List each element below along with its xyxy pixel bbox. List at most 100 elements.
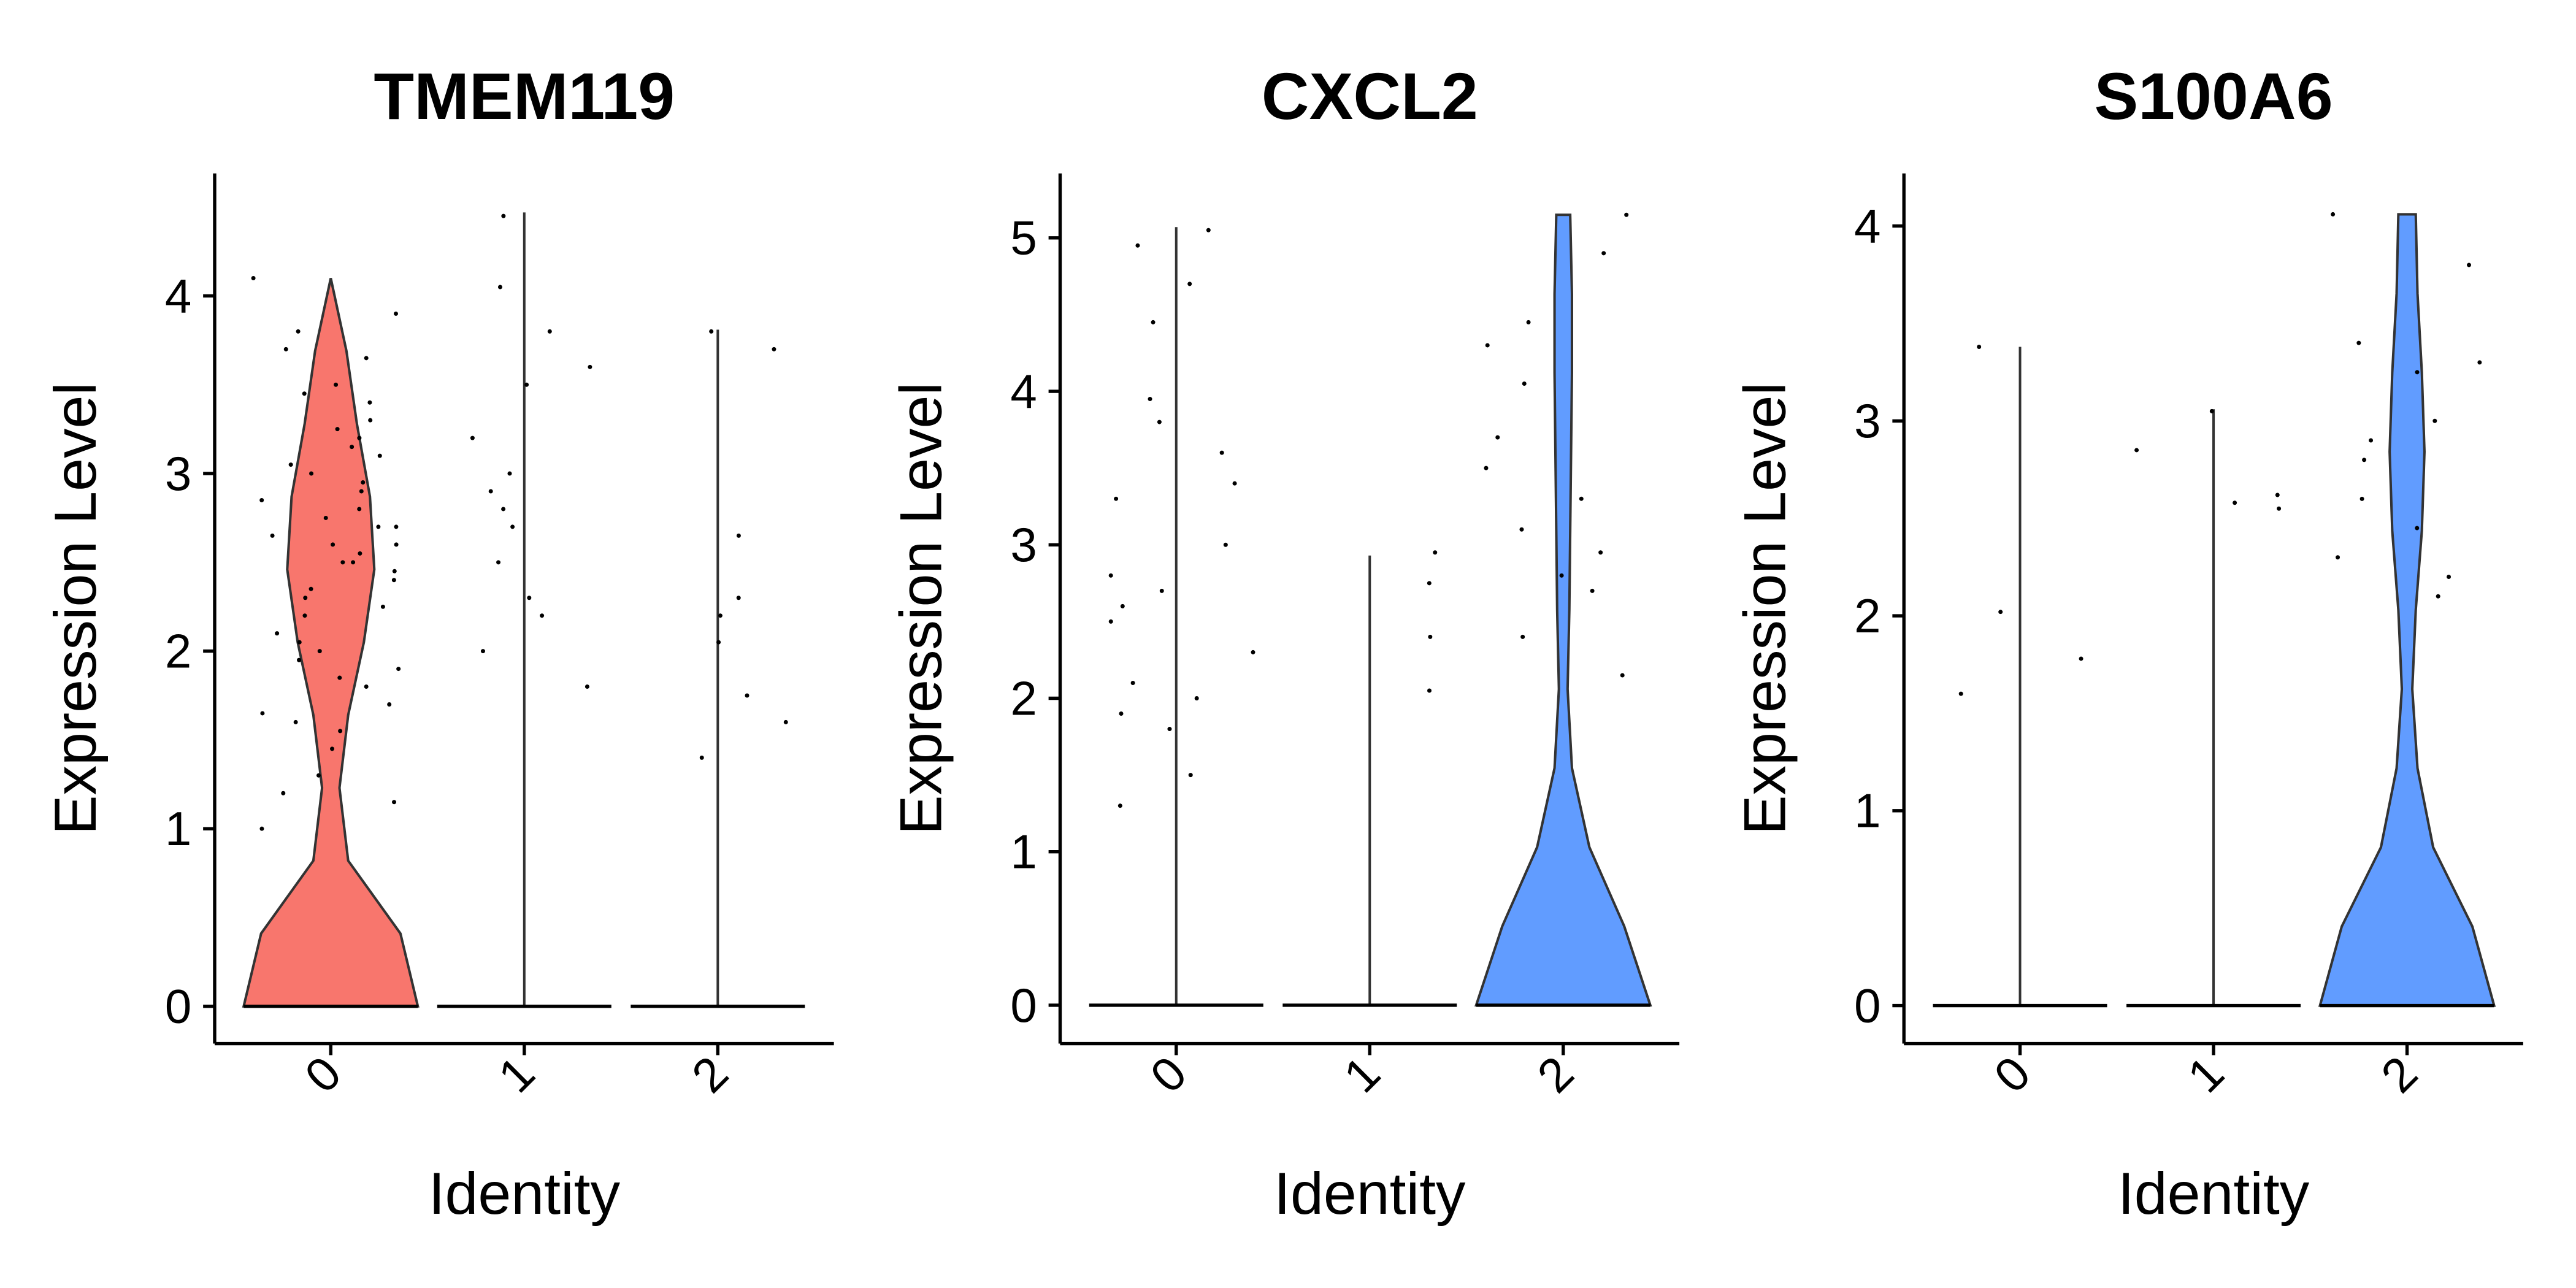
jitter-point	[2467, 263, 2472, 267]
jitter-point	[2415, 526, 2420, 531]
jitter-point	[1108, 573, 1113, 578]
jitter-point	[1219, 450, 1224, 455]
jitter-point	[2477, 360, 2482, 365]
y-tick-label: 4	[1010, 364, 1037, 418]
jitter-point	[736, 533, 741, 538]
y-tick-label: 4	[1854, 199, 1880, 253]
jitter-point	[1495, 435, 1500, 440]
jitter-point	[367, 400, 372, 405]
jitter-point	[588, 364, 592, 369]
jitter-point	[1130, 680, 1135, 685]
jitter-point	[488, 489, 493, 494]
x-tick-label: 0	[294, 1046, 351, 1103]
jitter-point	[1485, 343, 1490, 348]
jitter-point	[392, 569, 397, 573]
jitter-point	[357, 507, 362, 512]
jitter-point	[1427, 688, 1432, 693]
jitter-point	[2356, 340, 2361, 345]
jitter-point	[1484, 466, 1489, 470]
jitter-point	[709, 329, 714, 334]
jitter-point	[1590, 588, 1595, 593]
y-tick-label: 2	[165, 624, 191, 678]
x-tick-label: 2	[2371, 1046, 2428, 1103]
jitter-point	[281, 791, 286, 795]
y-tick-label: 3	[1010, 518, 1037, 572]
panel-title: S100A6	[2094, 59, 2333, 133]
y-tick-label: 2	[1010, 671, 1037, 725]
jitter-point	[323, 515, 328, 520]
jitter-point	[293, 719, 298, 724]
jitter-point	[316, 773, 321, 778]
y-tick-label: 1	[165, 802, 191, 856]
jitter-point	[1526, 320, 1531, 324]
jitter-point	[745, 693, 749, 698]
jitter-point	[1624, 212, 1629, 217]
x-tick-label: 0	[1984, 1046, 2041, 1103]
jitter-point	[1579, 496, 1584, 501]
x-tick-label: 0	[1140, 1046, 1197, 1103]
jitter-point	[1114, 496, 1119, 501]
jitter-point	[303, 596, 308, 600]
jitter-point	[1223, 542, 1228, 547]
jitter-point	[1206, 228, 1211, 232]
jitter-point	[2432, 418, 2437, 423]
jitter-point	[783, 719, 788, 724]
y-tick-label: 0	[165, 979, 191, 1033]
jitter-point	[394, 524, 399, 529]
jitter-point	[259, 497, 264, 502]
jitter-point	[340, 560, 345, 565]
violin	[242, 278, 420, 1008]
jitter-point	[335, 427, 340, 432]
y-tick-label: 1	[1854, 784, 1880, 838]
jitter-point	[736, 596, 741, 600]
jitter-point	[507, 471, 512, 476]
jitter-point	[524, 382, 529, 387]
jitter-point	[1433, 550, 1438, 555]
jitter-point	[2415, 370, 2420, 375]
x-tick-label: 2	[681, 1046, 738, 1103]
jitter-point	[470, 435, 475, 440]
jitter-point	[1108, 619, 1113, 624]
y-tick-label: 2	[1854, 589, 1880, 643]
jitter-point	[275, 631, 280, 636]
jitter-point	[547, 329, 552, 334]
jitter-point	[331, 542, 335, 547]
y-tick-label: 1	[1010, 825, 1037, 879]
violin	[2318, 213, 2496, 1007]
jitter-point	[718, 613, 723, 618]
jitter-point	[501, 507, 506, 512]
jitter-point	[394, 542, 399, 547]
jitter-point	[2336, 555, 2340, 560]
jitter-point	[351, 560, 356, 565]
jitter-point	[270, 533, 275, 538]
jitter-point	[377, 453, 382, 458]
violin	[1474, 213, 1652, 1006]
jitter-point	[364, 356, 369, 361]
jitter-point	[251, 276, 256, 281]
x-tick-label: 1	[2177, 1046, 2234, 1103]
jitter-point	[2233, 500, 2237, 505]
jitter-point	[2079, 656, 2083, 661]
jitter-point	[1194, 696, 1199, 701]
jitter-point	[1157, 420, 1162, 424]
jitter-point	[260, 711, 265, 716]
jitter-point	[501, 213, 506, 218]
jitter-point	[358, 551, 362, 556]
jitter-point	[1251, 650, 1255, 654]
jitter-point	[337, 675, 342, 680]
x-axis-title: Identity	[2118, 1160, 2310, 1227]
jitter-point	[357, 435, 362, 440]
panel-title: CXCL2	[1262, 59, 1478, 133]
jitter-point	[480, 649, 485, 654]
jitter-point	[585, 684, 589, 689]
jitter-point	[527, 596, 532, 600]
jitter-point	[394, 311, 399, 316]
jitter-point	[1998, 610, 2003, 615]
jitter-point	[387, 702, 392, 707]
jitter-point	[2447, 574, 2451, 579]
jitter-point	[2331, 212, 2336, 217]
jitter-point	[1958, 691, 1963, 696]
jitter-point	[302, 613, 307, 618]
